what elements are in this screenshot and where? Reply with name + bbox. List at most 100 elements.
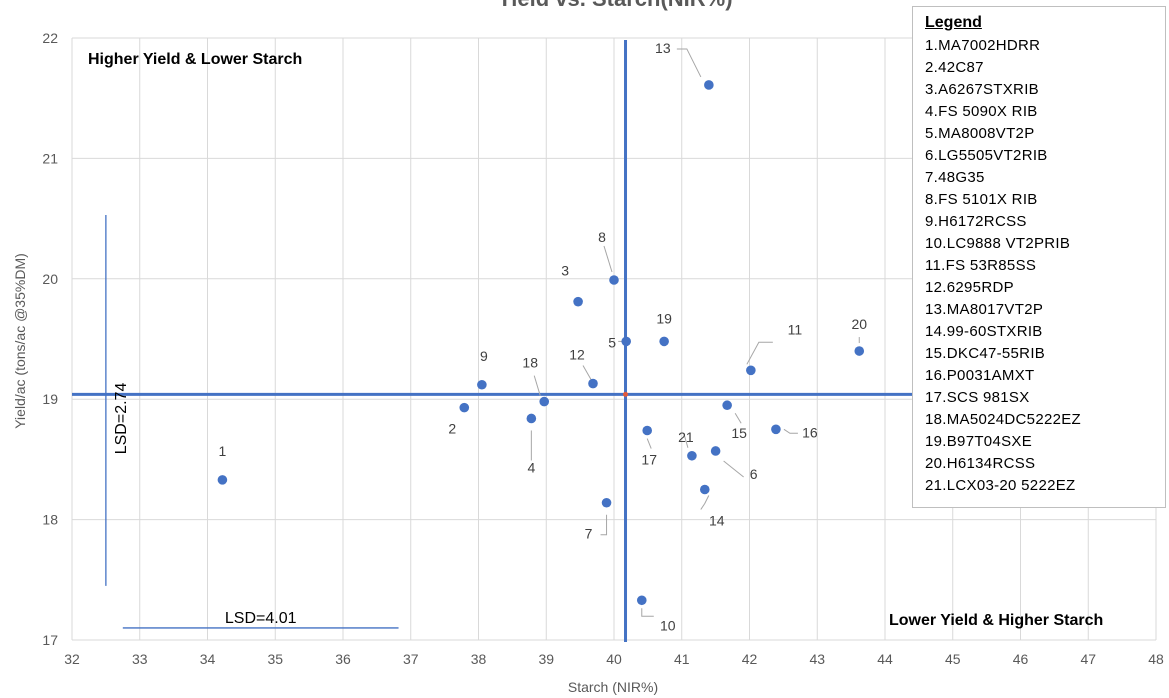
point-label-7: 7 [585, 526, 593, 542]
point-label-6: 6 [750, 466, 758, 482]
leader-line-8 [603, 245, 613, 273]
point-label-16: 16 [802, 424, 818, 440]
leader-line-18 [533, 375, 541, 396]
data-point-11 [746, 365, 756, 376]
legend: Legend 1.MA7002HDRR 2.42C87 3.A6267STXRIB 4… [912, 6, 1166, 508]
legend-item-5: 5.MA8008VT2P [925, 125, 1035, 142]
leader-line-21 [683, 433, 689, 448]
legend-item-4: 4.FS 5090X RIB [925, 103, 1038, 120]
point-label-15: 15 [731, 425, 747, 441]
legend-item-16: 16.P0031AMXT [925, 367, 1035, 384]
y-tick-label-22: 22 [42, 30, 58, 46]
point-label-10: 10 [660, 617, 676, 633]
legend-item-9: 9.H6172RCSS [925, 213, 1027, 230]
y-tick-label-17: 17 [42, 632, 58, 648]
legend-item-11: 11.FS 53R85SS [925, 257, 1037, 274]
point-label-13: 13 [655, 40, 671, 56]
data-point-1 [217, 475, 228, 485]
leader-line-14 [700, 495, 710, 510]
y-axis-title: Yield/ac (tons/ac @35%DM) [12, 253, 28, 429]
leader-line-11 [746, 341, 773, 365]
data-point-15 [722, 400, 732, 411]
leader-line-16 [783, 428, 798, 434]
data-point-12 [588, 378, 598, 389]
y-tick-label-20: 20 [42, 271, 58, 287]
leader-line-17 [646, 438, 652, 449]
legend-item-20: 20.H6134RCSS [925, 455, 1036, 472]
lsd-starch-label: LSD=4.01 [225, 610, 297, 627]
x-tick-label-33: 33 [132, 651, 148, 667]
leader-line-13 [676, 48, 702, 78]
x-tick-label-39: 39 [538, 651, 554, 667]
x-tick-label-36: 36 [335, 651, 351, 667]
leader-line-12 [582, 365, 592, 380]
data-point-7 [601, 497, 612, 508]
x-tick-label-44: 44 [877, 651, 893, 667]
data-point-20 [854, 346, 865, 356]
data-point-6 [710, 446, 721, 456]
x-tick-label-45: 45 [945, 651, 961, 667]
data-points [217, 80, 865, 606]
x-tick-label-47: 47 [1080, 651, 1096, 667]
lsd-yield-label: LSD=2.74 [113, 383, 130, 455]
data-point-17 [642, 425, 652, 436]
y-tick-label-21: 21 [42, 150, 58, 166]
legend-item-21: 21.LCX03-20 5222EZ [925, 477, 1076, 494]
legend-item-14: 14.99-60STXRIB [925, 323, 1043, 340]
axis-ticks: 32 33 34 35 36 37 38 39 40 41 42 43 44 45 46 47 48171819… [42, 30, 1164, 667]
x-tick-label-35: 35 [267, 651, 283, 667]
x-tick-label-34: 34 [200, 651, 216, 667]
legend-item-13: 13.MA8017VT2P [925, 301, 1044, 318]
data-point-9 [477, 379, 487, 390]
x-tick-label-41: 41 [674, 651, 690, 667]
x-tick-label-40: 40 [606, 651, 622, 667]
x-tick-label-32: 32 [64, 651, 80, 667]
point-label-1: 1 [219, 443, 227, 459]
point-label-19: 19 [656, 310, 672, 326]
leader-line-6 [723, 460, 744, 478]
data-point-5 [621, 336, 631, 347]
point-label-9: 9 [480, 348, 488, 364]
mean-intersection-marker [623, 391, 629, 397]
leader-line-7 [600, 514, 608, 536]
x-tick-label-38: 38 [471, 651, 487, 667]
point-label-21: 21 [678, 429, 694, 445]
point-label-18: 18 [522, 355, 538, 371]
data-point-4 [526, 413, 537, 424]
quadrant-label-top-left: Higher Yield & Lower Starch [88, 51, 302, 68]
data-point-18 [539, 396, 550, 407]
legend-item-3: 3.A6267STXRIB [925, 81, 1039, 98]
label-leader-lines [530, 48, 860, 617]
data-point-16 [771, 424, 781, 435]
legend-item-12: 12.6295RDP [925, 279, 1014, 296]
data-point-10 [636, 595, 647, 606]
legend-item-15: 15.DKC47-55RIB [925, 345, 1046, 362]
point-label-2: 2 [448, 421, 456, 437]
legend-item-19: 19.B97T04SXE [925, 433, 1033, 450]
legend-item-17: 17.SCS 981SX [925, 389, 1030, 406]
chart-title: Yield vs. Starch(NIR%) [497, 0, 732, 11]
legend-item-10: 10.LC9888 VT2PRIB [925, 235, 1071, 252]
point-label-5: 5 [608, 334, 616, 350]
data-point-13 [704, 80, 714, 90]
point-label-17: 17 [641, 452, 657, 468]
legend-item-1: 1.MA7002HDRR [925, 37, 1041, 54]
legend-list: 1.MA7002HDRR 2.42C87 3.A6267STXRIB 4.FS 509… [925, 35, 1153, 497]
x-tick-label-43: 43 [809, 651, 825, 667]
leader-line-15 [734, 412, 742, 424]
leader-line-10 [641, 608, 654, 617]
quadrant-label-bottom-right: Lower Yield & Higher Starch [889, 612, 1103, 629]
point-label-8: 8 [598, 229, 606, 245]
x-tick-label-48: 48 [1148, 651, 1164, 667]
data-point-21 [687, 450, 697, 461]
legend-item-8: 8.FS 5101X RIB [925, 191, 1038, 208]
point-label-12: 12 [569, 347, 585, 363]
x-tick-label-42: 42 [742, 651, 758, 667]
legend-item-2: 2.42C87 [925, 59, 984, 76]
data-point-19 [659, 336, 669, 347]
data-point-2 [459, 402, 470, 413]
y-tick-label-18: 18 [42, 512, 58, 528]
legend-item-6: 6.LG5505VT2RIB [925, 147, 1048, 164]
